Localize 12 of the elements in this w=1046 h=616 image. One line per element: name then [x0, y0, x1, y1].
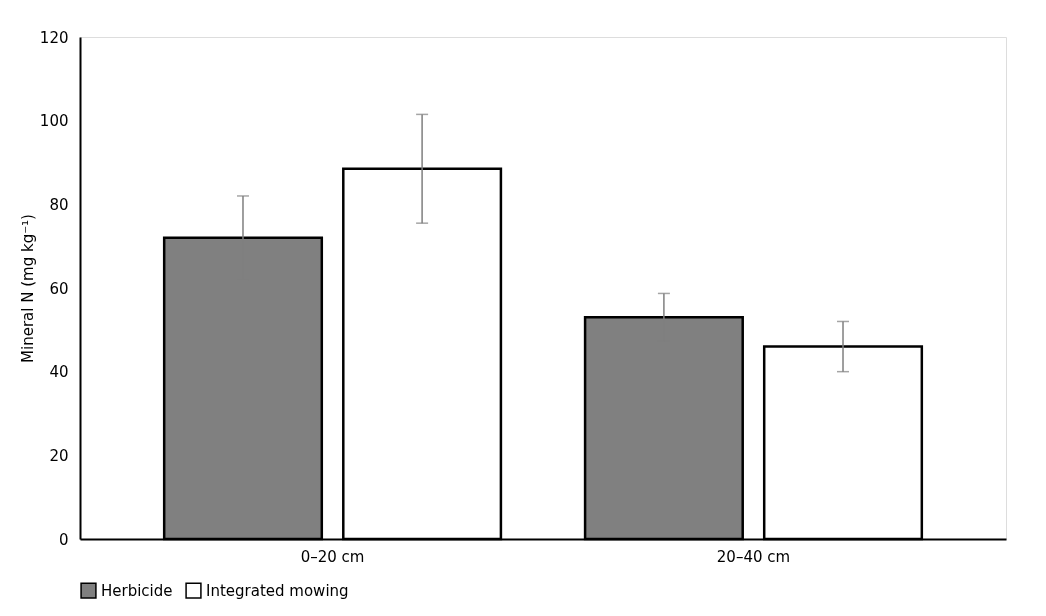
y-tick-label: 60: [49, 279, 69, 298]
y-tick-label: 0: [58, 530, 69, 549]
legend-label: Integrated mowing: [206, 581, 349, 600]
legend-label: Herbicide: [101, 581, 173, 600]
y-tick-label: 100: [39, 112, 69, 131]
y-tick-label: 120: [39, 28, 69, 47]
y-tick-label: 20: [49, 446, 69, 465]
y-tick-label: 40: [49, 363, 69, 382]
x-tick-label: 0–20 cm: [300, 547, 365, 566]
y-axis-title: Mineral N (mg kg⁻¹): [18, 214, 37, 363]
x-tick-label: 20–40 cm: [716, 547, 791, 566]
y-tick-label: 80: [49, 195, 69, 214]
